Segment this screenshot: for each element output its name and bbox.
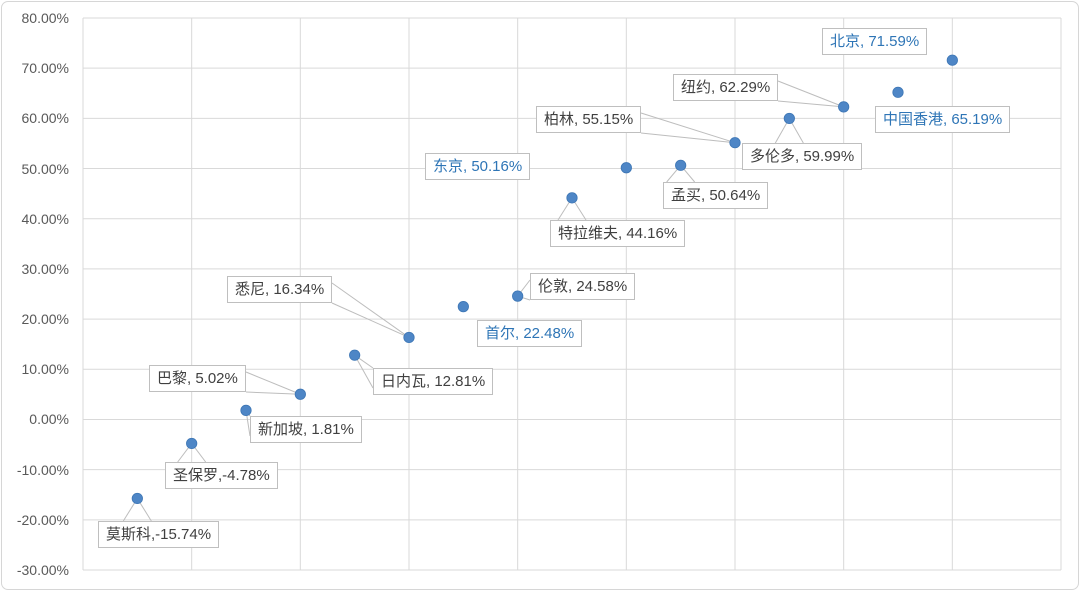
leader-line — [777, 100, 844, 108]
data-point-marker — [783, 112, 795, 125]
data-label: 纽约, 62.29% — [673, 74, 779, 101]
y-axis-tick-label: 50.00% — [21, 160, 69, 177]
y-axis: 80.00% 70.00% 60.00% 50.00% 40.00% 30.00% 20.0… — [0, 0, 69, 591]
data-point-marker — [620, 162, 632, 174]
data-label: 新加坡, 1.81% — [250, 416, 362, 443]
data-point-marker — [186, 437, 198, 450]
leader-line — [245, 391, 301, 395]
leader-line — [640, 112, 736, 144]
data-point-marker — [946, 54, 958, 66]
data-point-marker — [240, 404, 252, 416]
y-axis-tick-label: -20.00% — [16, 511, 69, 528]
data-label: 中国香港, 65.19% — [875, 106, 1011, 133]
data-label: 莫斯科,-15.74% — [98, 521, 220, 548]
leader-line — [331, 302, 410, 338]
data-label: 首尔, 22.48% — [477, 320, 583, 347]
data-label: 悉尼, 16.34% — [227, 276, 333, 303]
y-axis-tick-label: -30.00% — [16, 562, 69, 578]
leader-line — [331, 282, 410, 338]
data-point-marker — [675, 159, 687, 171]
data-label: 孟买, 50.64% — [663, 182, 769, 209]
leader-line — [640, 132, 736, 144]
data-label: 伦敦, 24.58% — [530, 273, 636, 300]
data-label: 柏林, 55.15% — [536, 106, 642, 133]
data-label: 日内瓦, 12.81% — [373, 368, 494, 395]
y-axis-tick-label: 60.00% — [21, 110, 69, 127]
data-label: 北京, 71.59% — [822, 28, 928, 55]
y-axis-tick-label: 0.00% — [29, 411, 69, 428]
data-point-marker — [294, 388, 306, 400]
leader-line — [245, 371, 301, 395]
data-points-layer — [131, 54, 958, 505]
data-point-marker — [349, 349, 361, 361]
data-point-marker — [457, 301, 469, 313]
y-axis-tick-label: 10.00% — [21, 361, 69, 378]
data-point-marker — [729, 137, 741, 149]
y-axis-tick-label: 20.00% — [21, 311, 69, 328]
data-point-marker — [131, 492, 143, 505]
y-axis-tick-label: 40.00% — [21, 210, 69, 227]
data-point-marker — [892, 86, 904, 98]
gridlines-layer — [82, 17, 1062, 571]
data-label: 圣保罗,-4.78% — [165, 462, 278, 489]
data-label: 东京, 50.16% — [425, 153, 531, 180]
y-axis-tick-label: -10.00% — [16, 461, 69, 478]
leader-line — [777, 80, 844, 108]
data-label: 特拉维夫, 44.16% — [550, 220, 686, 247]
y-axis-tick-label: 70.00% — [21, 60, 69, 77]
data-label: 巴黎, 5.02% — [149, 365, 246, 392]
y-axis-tick-label: 80.00% — [21, 10, 69, 26]
data-point-marker — [566, 192, 578, 204]
data-point-marker — [512, 290, 524, 302]
data-point-marker — [403, 331, 415, 344]
leader-line — [354, 354, 374, 389]
y-axis-tick-label: 30.00% — [21, 260, 69, 277]
data-point-marker — [838, 101, 850, 113]
data-label: 多伦多, 59.99% — [742, 143, 863, 170]
